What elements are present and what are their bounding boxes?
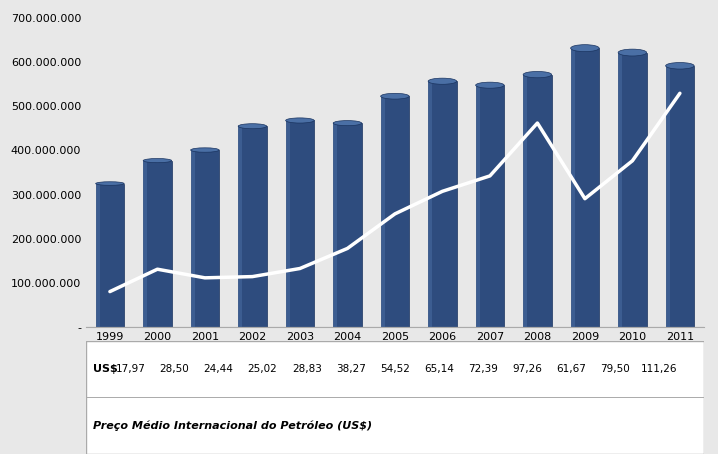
Ellipse shape	[286, 118, 314, 123]
Bar	[286, 120, 314, 327]
Bar	[523, 74, 551, 327]
Ellipse shape	[95, 182, 124, 185]
Bar	[381, 96, 409, 327]
Bar	[143, 161, 147, 327]
Ellipse shape	[238, 123, 266, 129]
Bar	[475, 85, 504, 327]
Text: 72,39: 72,39	[468, 364, 498, 374]
Text: 38,27: 38,27	[336, 364, 365, 374]
Bar	[95, 183, 124, 327]
Text: 79,50: 79,50	[600, 364, 630, 374]
Ellipse shape	[428, 78, 457, 84]
Text: 17,97: 17,97	[116, 364, 145, 374]
Bar	[666, 66, 670, 327]
Ellipse shape	[523, 71, 551, 78]
Text: 61,67: 61,67	[556, 364, 587, 374]
Bar	[428, 81, 457, 327]
Text: US$: US$	[93, 364, 118, 374]
Text: 111,26: 111,26	[641, 364, 678, 374]
Bar	[143, 161, 172, 327]
Ellipse shape	[475, 82, 504, 88]
Text: 28,50: 28,50	[159, 364, 190, 374]
Bar	[571, 48, 599, 327]
Ellipse shape	[618, 49, 647, 56]
Bar	[95, 183, 100, 327]
Bar	[618, 53, 623, 327]
Bar	[571, 48, 575, 327]
Text: 24,44: 24,44	[203, 364, 233, 374]
Ellipse shape	[143, 158, 172, 163]
Bar	[191, 150, 219, 327]
Bar	[666, 66, 694, 327]
Bar	[475, 85, 480, 327]
Text: Preço Médio Internacional do Petróleo (US$): Preço Médio Internacional do Petróleo (U…	[93, 420, 372, 431]
Text: 28,83: 28,83	[292, 364, 322, 374]
Bar	[238, 126, 266, 327]
Bar	[523, 74, 528, 327]
Ellipse shape	[666, 63, 694, 69]
Bar	[191, 150, 195, 327]
Bar	[238, 126, 243, 327]
Bar	[381, 96, 385, 327]
Bar	[428, 81, 432, 327]
Ellipse shape	[333, 121, 362, 126]
Ellipse shape	[191, 148, 219, 152]
Bar	[333, 123, 337, 327]
Text: 65,14: 65,14	[424, 364, 454, 374]
Bar	[618, 53, 647, 327]
Bar	[333, 123, 362, 327]
Text: 54,52: 54,52	[380, 364, 410, 374]
Bar	[286, 120, 290, 327]
Text: 25,02: 25,02	[248, 364, 277, 374]
Text: 97,26: 97,26	[512, 364, 542, 374]
Ellipse shape	[571, 44, 599, 52]
Ellipse shape	[381, 94, 409, 99]
